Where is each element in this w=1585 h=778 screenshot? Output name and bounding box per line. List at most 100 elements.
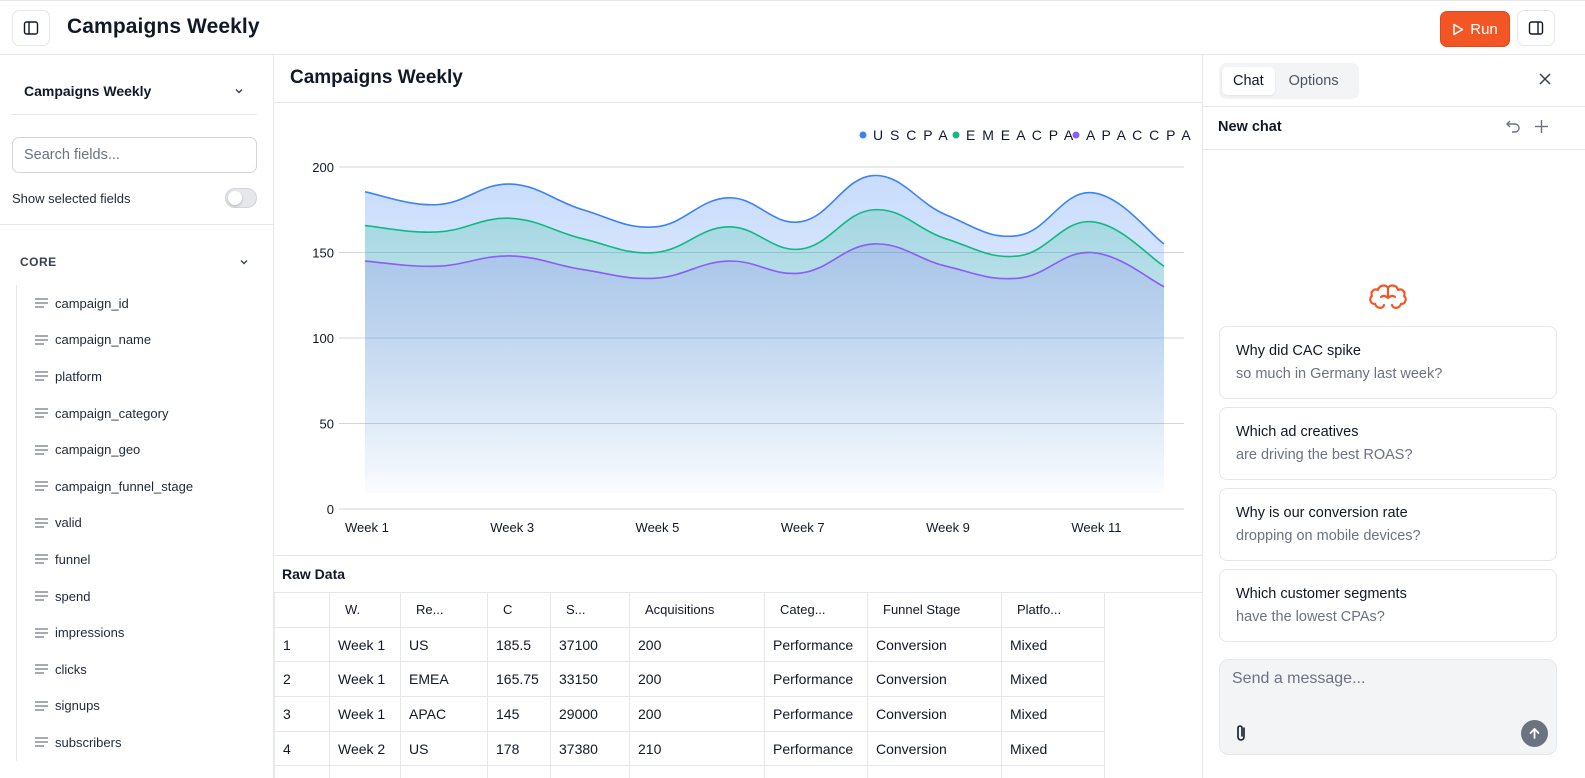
tab-options[interactable]: Options xyxy=(1288,73,1339,89)
search-fields-input[interactable] xyxy=(12,137,257,173)
table-cell: Performance xyxy=(764,626,868,663)
raw-data-label: Raw Data xyxy=(282,566,346,582)
row-index: 1 xyxy=(274,626,330,663)
table-row[interactable]: 2 Week 1 EMEA 165.75 33150 200 Performance Conv… xyxy=(274,661,1105,698)
suggestion-card[interactable]: Which customer segments have the lowest … xyxy=(1219,569,1557,642)
table-cell: Week 1 xyxy=(329,626,401,663)
field-item[interactable]: funnel xyxy=(17,541,256,578)
chat-tabs: Chat Options xyxy=(1219,63,1359,99)
text-lines-icon xyxy=(35,371,48,382)
field-label: funnel xyxy=(55,551,91,567)
play-icon xyxy=(1453,23,1464,35)
legend-label: A P A C C P A xyxy=(1086,127,1192,143)
area-apac xyxy=(365,243,1164,493)
table-cell: Mixed xyxy=(1001,696,1105,732)
paperclip-icon[interactable] xyxy=(1232,723,1250,743)
field-item[interactable]: campaign_geo xyxy=(17,431,256,468)
table-row[interactable]: 1 Week 1 US 185.5 37100 200 Performance Convers… xyxy=(274,626,1105,663)
table-cell: APAC xyxy=(400,696,488,732)
chevron-down-icon xyxy=(235,88,243,93)
column-header[interactable]: W. xyxy=(329,592,401,628)
field-label: campaign_category xyxy=(55,405,169,421)
table-cell: 37380 xyxy=(550,730,630,767)
page-title: Campaigns Weekly xyxy=(290,67,463,88)
right-panel-toggle-button[interactable] xyxy=(1517,10,1555,46)
table-cell: Week 1 xyxy=(329,696,401,732)
suggestion-subtitle: are driving the best ROAS? xyxy=(1236,447,1413,463)
field-item[interactable]: platform xyxy=(17,358,256,395)
series-line-apac xyxy=(364,243,1165,288)
suggestion-card[interactable]: Which ad creatives are driving the best … xyxy=(1219,407,1557,480)
field-label: spend xyxy=(55,588,91,604)
show-selected-toggle[interactable] xyxy=(225,188,257,208)
field-item[interactable]: spend xyxy=(17,578,256,615)
series-line-us xyxy=(364,174,1165,245)
text-lines-icon xyxy=(35,518,48,528)
message-input[interactable] xyxy=(1232,670,1532,700)
tab-chat[interactable]: Chat xyxy=(1222,67,1275,95)
message-composer xyxy=(1219,659,1557,755)
table-row[interactable]: 3 Week 1 APAC 145 29000 200 Performance Convers… xyxy=(274,696,1105,732)
table-cell: Mixed xyxy=(1001,626,1105,663)
send-button[interactable] xyxy=(1521,720,1548,747)
column-header[interactable]: Platfo... xyxy=(1001,592,1105,628)
column-header[interactable]: S... xyxy=(550,592,630,628)
field-item[interactable]: impressions xyxy=(17,614,256,651)
field-label: subscribers xyxy=(55,734,122,750)
column-header[interactable]: C xyxy=(487,592,551,628)
x-tick-label: Week 1 xyxy=(345,520,389,535)
field-item[interactable]: signups xyxy=(17,688,256,725)
column-header[interactable]: Categ... xyxy=(764,592,868,628)
field-label: signups xyxy=(55,698,100,714)
field-item[interactable]: campaign_name xyxy=(17,322,256,359)
column-header[interactable]: Acquisitions xyxy=(629,592,765,628)
table-cell: 200 xyxy=(629,696,765,732)
table-cell: Conversion xyxy=(867,661,1002,698)
dataset-select[interactable]: Campaigns Weekly xyxy=(12,67,257,115)
close-icon xyxy=(1539,73,1551,85)
dataset-name: Campaigns Weekly xyxy=(24,82,152,99)
column-header[interactable] xyxy=(274,592,330,628)
table-cell xyxy=(867,765,1002,778)
legend-marker xyxy=(1072,131,1080,139)
text-lines-icon xyxy=(35,701,48,711)
divider xyxy=(1203,149,1585,150)
field-item[interactable]: subscribers xyxy=(17,724,256,761)
field-item[interactable]: clicks xyxy=(17,651,256,688)
undo-icon[interactable] xyxy=(1505,118,1522,135)
text-lines-icon xyxy=(35,445,48,455)
table-row[interactable] xyxy=(274,765,1105,778)
section-header-core[interactable]: CORE xyxy=(20,255,250,269)
table-cell: Conversion xyxy=(867,626,1002,663)
y-tick-label: 0 xyxy=(327,502,334,517)
suggestion-card[interactable]: Why is our conversion rate dropping on m… xyxy=(1219,488,1557,561)
divider xyxy=(1203,106,1585,107)
field-label: campaign_geo xyxy=(55,442,141,458)
text-lines-icon xyxy=(35,554,48,565)
table-cell xyxy=(400,765,488,778)
suggestion-card[interactable]: Why did CAC spike so much in Germany las… xyxy=(1219,326,1557,399)
new-chat-label: New chat xyxy=(1218,119,1282,135)
row-index: 3 xyxy=(274,696,330,732)
table-cell: EMEA xyxy=(400,661,488,698)
column-header[interactable]: Funnel Stage xyxy=(867,592,1002,628)
field-item[interactable]: campaign_id xyxy=(17,285,256,322)
run-button[interactable]: Run xyxy=(1440,11,1510,47)
run-label: Run xyxy=(1470,20,1498,38)
close-panel-button[interactable] xyxy=(1535,69,1555,89)
suggestion-title: Which ad creatives xyxy=(1236,424,1359,440)
text-lines-icon xyxy=(35,737,48,748)
column-header[interactable]: Re... xyxy=(400,592,488,628)
plus-icon[interactable] xyxy=(1533,118,1550,135)
table-row[interactable]: 4 Week 2 US 178 37380 210 Performance Conversio… xyxy=(274,730,1105,767)
top-bar: Campaigns Weekly Run xyxy=(0,0,1585,55)
y-tick-label: 100 xyxy=(312,331,334,346)
field-item[interactable]: campaign_funnel_stage xyxy=(17,468,256,505)
field-label: campaign_funnel_stage xyxy=(55,478,194,494)
field-item[interactable]: campaign_category xyxy=(17,395,256,432)
field-item[interactable]: valid xyxy=(17,505,256,542)
sidebar-toggle-button[interactable] xyxy=(12,10,50,46)
table-cell: 165.75 xyxy=(487,661,551,698)
text-lines-icon xyxy=(35,335,48,345)
legend-marker xyxy=(952,131,960,139)
